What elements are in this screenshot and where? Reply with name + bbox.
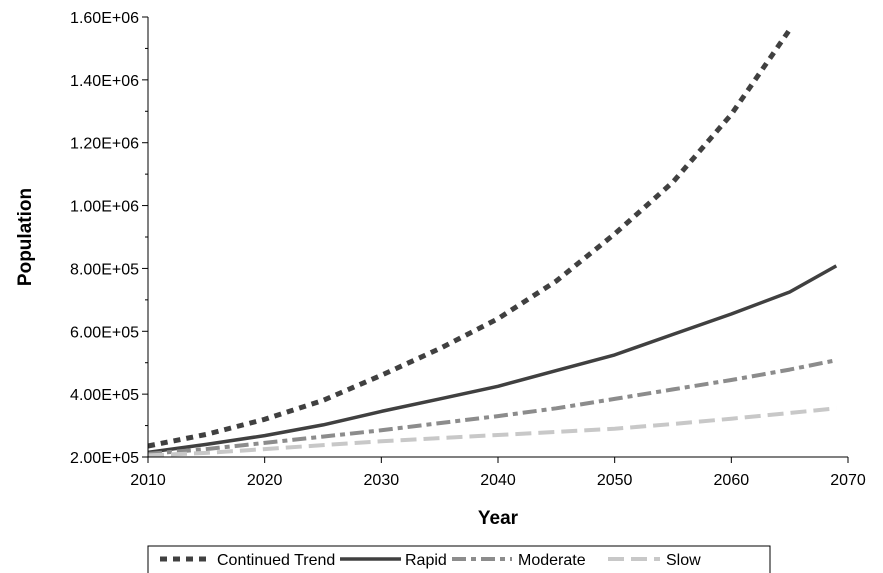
axes: 2.00E+05 4.00E+05 6.00E+05 8.00E+05 1.00E+06…: [15, 10, 866, 529]
y-tick-label: 1.20E+06: [70, 136, 139, 153]
x-tick-label: 2040: [480, 472, 516, 489]
legend-label-rapid: Rapid: [405, 552, 447, 569]
series-line-slow: [147, 406, 837, 458]
x-tick-label: 2070: [830, 472, 866, 489]
x-tick-label: 2020: [247, 472, 283, 489]
x-tick-label: 2030: [364, 472, 400, 489]
y-tick-label: 8.00E+05: [70, 261, 139, 278]
y-tick-label: 1.00E+06: [70, 199, 139, 216]
legend-label-slow: Slow: [666, 552, 701, 569]
legend-label-continued-trend: Continued Trend: [217, 552, 335, 569]
x-tick-label: 2010: [130, 472, 166, 489]
x-axis-title: Year: [478, 508, 519, 529]
series-line-moderate: [147, 358, 837, 456]
x-tick-label: 2060: [714, 472, 750, 489]
y-tick-label: 1.60E+06: [70, 10, 139, 27]
series-line-rapid: [147, 264, 838, 455]
y-tick-label: 4.00E+05: [70, 387, 139, 404]
x-tick-label: 2050: [597, 472, 633, 489]
legend: Continued Trend Rapid Moderate Slow: [147, 545, 771, 573]
y-tick-label: 6.00E+05: [70, 324, 139, 341]
series-line-continued-trend: [147, 28, 792, 449]
y-axis-title: Population: [15, 188, 36, 286]
y-tick-label: 2.00E+05: [70, 450, 139, 467]
plot-area: [147, 28, 838, 458]
legend-label-moderate: Moderate: [518, 552, 586, 569]
y-tick-label: 1.40E+06: [70, 73, 139, 90]
